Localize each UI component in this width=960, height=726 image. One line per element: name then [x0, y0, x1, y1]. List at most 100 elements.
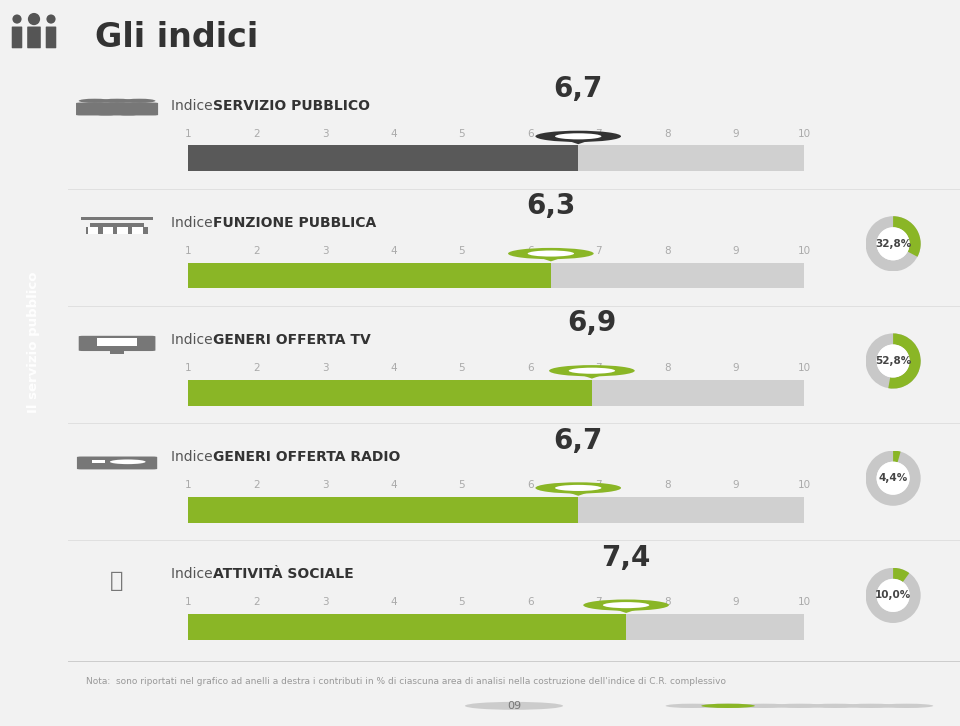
Text: 8: 8	[663, 363, 670, 373]
Text: 6: 6	[527, 363, 534, 373]
Circle shape	[508, 248, 593, 259]
Circle shape	[549, 365, 635, 376]
Text: 6,7: 6,7	[554, 75, 603, 103]
Text: 7: 7	[595, 246, 602, 256]
Text: 5: 5	[459, 246, 466, 256]
Text: 5: 5	[459, 363, 466, 373]
Text: 9: 9	[732, 129, 739, 139]
Bar	[132, 227, 143, 234]
Circle shape	[702, 703, 755, 708]
Text: 1: 1	[185, 363, 192, 373]
Text: FUNZIONE PUBBLICA: FUNZIONE PUBBLICA	[213, 216, 376, 229]
Text: 7: 7	[595, 597, 602, 608]
Circle shape	[536, 482, 621, 494]
Circle shape	[28, 13, 40, 25]
Bar	[188, 380, 592, 406]
Text: 2: 2	[253, 480, 260, 490]
Text: Il servizio pubblico: Il servizio pubblico	[28, 272, 40, 413]
Bar	[110, 349, 124, 354]
Text: 10: 10	[798, 129, 810, 139]
Text: 9: 9	[732, 363, 739, 373]
Bar	[117, 227, 128, 234]
Text: Nota:  sono riportati nel grafico ad anelli a destra i contributi in % di ciascu: Nota: sono riportati nel grafico ad anel…	[85, 677, 726, 686]
Text: 5: 5	[459, 480, 466, 490]
Bar	[87, 227, 98, 234]
Circle shape	[12, 15, 21, 24]
Circle shape	[879, 703, 933, 708]
Circle shape	[876, 462, 910, 494]
Text: 2: 2	[253, 246, 260, 256]
Text: 4: 4	[391, 129, 396, 139]
Text: 6,9: 6,9	[567, 309, 616, 338]
Text: GENERI OFFERTA RADIO: GENERI OFFERTA RADIO	[213, 450, 400, 464]
Bar	[188, 614, 804, 640]
Text: 09: 09	[507, 701, 521, 711]
Text: 🤝: 🤝	[110, 571, 124, 592]
Circle shape	[110, 460, 146, 464]
Circle shape	[808, 703, 862, 708]
Bar	[188, 497, 804, 523]
Text: 1: 1	[185, 129, 192, 139]
Polygon shape	[576, 373, 608, 378]
FancyBboxPatch shape	[121, 102, 158, 115]
Bar	[90, 223, 144, 227]
Wedge shape	[888, 333, 921, 388]
Text: Indice: Indice	[171, 216, 217, 229]
Text: 3: 3	[322, 129, 328, 139]
Text: 8: 8	[663, 129, 670, 139]
Circle shape	[665, 703, 719, 708]
Bar	[85, 227, 148, 234]
Bar	[188, 497, 578, 523]
Circle shape	[876, 579, 910, 612]
Circle shape	[555, 134, 601, 139]
Wedge shape	[866, 216, 921, 272]
FancyBboxPatch shape	[27, 27, 40, 49]
Bar	[188, 263, 804, 288]
Circle shape	[844, 703, 898, 708]
Text: SERVIZIO PUBBLICO: SERVIZIO PUBBLICO	[213, 99, 371, 113]
Text: 7,4: 7,4	[601, 544, 651, 572]
Text: 10: 10	[798, 363, 810, 373]
Text: ATTIVITÀ SOCIALE: ATTIVITÀ SOCIALE	[213, 567, 354, 582]
Wedge shape	[866, 451, 921, 506]
Wedge shape	[866, 568, 921, 623]
Text: 6: 6	[527, 129, 534, 139]
Text: 9: 9	[732, 597, 739, 608]
Text: 7: 7	[595, 363, 602, 373]
Text: 3: 3	[322, 246, 328, 256]
Text: Gli indici: Gli indici	[95, 21, 258, 54]
Circle shape	[555, 485, 601, 491]
FancyBboxPatch shape	[12, 27, 22, 49]
Text: 2: 2	[253, 597, 260, 608]
Text: 7: 7	[595, 129, 602, 139]
Text: 2: 2	[253, 129, 260, 139]
Circle shape	[876, 227, 910, 261]
Text: 3: 3	[322, 363, 328, 373]
Text: 4: 4	[391, 597, 396, 608]
Circle shape	[568, 367, 615, 374]
Text: 3: 3	[322, 480, 328, 490]
Text: 52,8%: 52,8%	[875, 356, 911, 366]
FancyBboxPatch shape	[97, 338, 136, 346]
Polygon shape	[563, 139, 594, 144]
FancyBboxPatch shape	[77, 457, 157, 470]
Text: 10: 10	[798, 480, 810, 490]
Text: 7: 7	[595, 480, 602, 490]
Circle shape	[584, 600, 669, 611]
Text: Indice: Indice	[171, 567, 217, 582]
Polygon shape	[610, 608, 642, 613]
Circle shape	[101, 99, 133, 103]
Text: 5: 5	[459, 597, 466, 608]
FancyBboxPatch shape	[46, 27, 57, 49]
Circle shape	[876, 344, 910, 378]
Wedge shape	[866, 333, 921, 388]
Text: 6,3: 6,3	[526, 192, 576, 220]
Circle shape	[603, 602, 649, 608]
Text: 4,4%: 4,4%	[878, 473, 908, 484]
Text: 9: 9	[732, 246, 739, 256]
Bar	[188, 263, 551, 288]
FancyBboxPatch shape	[76, 102, 113, 115]
Bar	[188, 614, 626, 640]
Text: 2: 2	[253, 363, 260, 373]
Text: Indice: Indice	[171, 450, 217, 464]
